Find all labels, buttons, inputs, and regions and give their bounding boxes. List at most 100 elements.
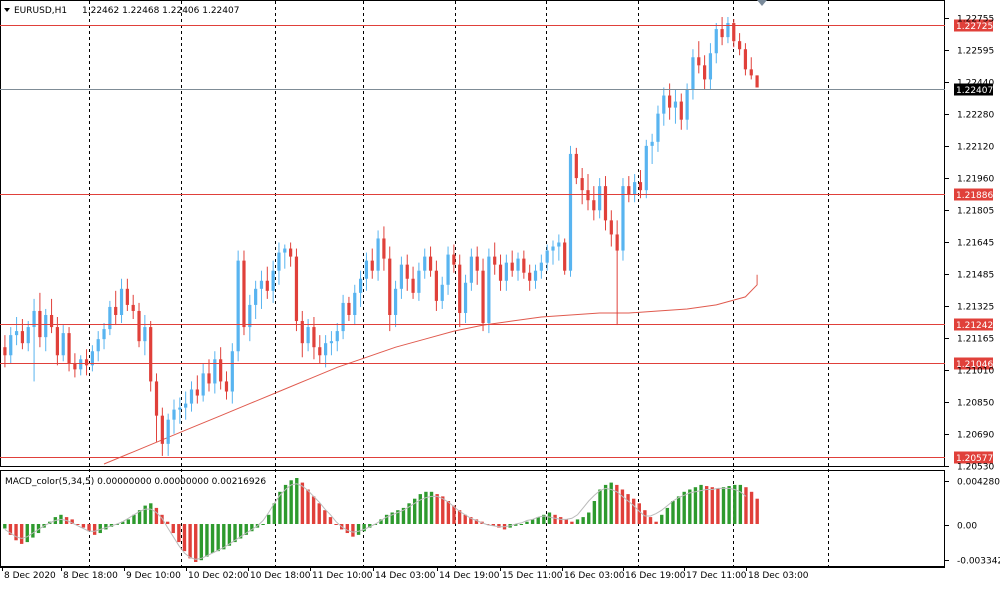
macd-bar: [250, 524, 254, 532]
candle-body: [300, 321, 304, 344]
candle-body: [551, 246, 555, 251]
candle-body: [481, 270, 485, 324]
candle: [586, 174, 590, 211]
macd-bar: [233, 524, 237, 543]
macd-tick-label: 0.0042807: [957, 478, 1000, 488]
candle: [271, 260, 275, 303]
candle: [358, 270, 363, 307]
candle-body: [306, 327, 310, 344]
price-tick-label: 1.21325: [957, 303, 994, 313]
level-label-bg: [954, 188, 993, 201]
symbol-header[interactable]: EURUSD,H1 1.22462 1.22468 1.22406 1.2240…: [4, 6, 239, 16]
candle-body: [90, 351, 94, 366]
candle: [90, 345, 94, 372]
candle: [84, 349, 89, 376]
horizontal-levels[interactable]: 1.22725 1.21886 1.21242 1.21046 1.20577 1.224…: [0, 19, 993, 465]
chart-shift-marker-icon[interactable]: [757, 0, 767, 6]
macd-histogram: 0.0042807 0.00 -0.003342: [3, 478, 1000, 567]
candle-body: [254, 288, 258, 305]
macd-bar: [267, 514, 271, 524]
candle: [172, 399, 176, 434]
macd-bar: [749, 491, 754, 524]
candle: [673, 89, 678, 124]
candle-body: [405, 264, 409, 279]
candle: [411, 266, 415, 299]
candle: [545, 244, 549, 271]
candle-body: [557, 242, 561, 247]
candle-body: [720, 29, 724, 38]
candle-body: [108, 306, 112, 330]
macd-bar: [721, 487, 726, 524]
candle: [516, 252, 520, 281]
candle-body: [370, 260, 374, 271]
macd-bar: [446, 501, 451, 524]
candle-body: [20, 331, 25, 344]
candle: [469, 248, 473, 291]
candle: [184, 391, 188, 420]
macd-bar: [87, 524, 91, 532]
candle-body: [207, 373, 211, 384]
candle: [73, 353, 77, 378]
candle: [195, 375, 199, 404]
candle: [405, 254, 409, 291]
candle: [551, 240, 555, 265]
time-axis: 8 Dec 2020 8 Dec 18:00 9 Dec 10:00 10 Dec 0…: [2, 567, 809, 581]
macd-bar: [547, 512, 552, 524]
candle-body: [428, 256, 433, 271]
macd-bar: [76, 524, 80, 525]
price-tick-label: 1.21010: [957, 367, 994, 377]
candle: [248, 294, 252, 342]
candle-body: [656, 113, 660, 142]
macd-bar: [542, 514, 546, 524]
candle-body: [743, 49, 748, 70]
candle-body: [755, 75, 759, 88]
macd-bar: [165, 521, 170, 524]
candle-body: [749, 69, 753, 76]
price-tick-label: 1.22755: [957, 15, 994, 25]
candle: [376, 230, 380, 281]
candle-body: [446, 254, 450, 285]
macd-bar: [283, 484, 288, 524]
macd-bar: [491, 524, 495, 526]
candle-body: [195, 389, 199, 396]
macd-bar: [401, 507, 406, 524]
candle-body: [265, 280, 269, 291]
macd-bar: [469, 517, 473, 524]
candle-body: [335, 331, 339, 342]
candle-body: [603, 186, 608, 221]
price-tick-label: 1.21165: [957, 335, 994, 345]
candle: [300, 310, 304, 358]
candle-body: [574, 153, 578, 179]
candle: [487, 248, 491, 334]
candle-body: [382, 238, 386, 259]
candle-body: [125, 288, 129, 305]
candle-body: [627, 186, 631, 195]
macd-bar: [137, 510, 142, 524]
macd-bar: [530, 519, 535, 524]
macd-bar: [278, 491, 282, 524]
level-label: 1.21886: [956, 191, 993, 201]
macd-bar: [637, 503, 641, 524]
time-tick-label: 9 Dec 10:00: [126, 571, 181, 581]
dropdown-arrow-icon[interactable]: [4, 8, 10, 12]
candle-body: [149, 327, 153, 382]
candle: [96, 331, 100, 362]
candle: [603, 176, 608, 231]
candle-body: [294, 256, 299, 322]
candle-body: [615, 234, 619, 251]
candle-body: [318, 347, 322, 356]
macd-bar: [435, 494, 439, 524]
candle-body: [528, 272, 532, 281]
candle-body: [219, 359, 223, 382]
candle: [341, 294, 345, 340]
candle: [14, 317, 19, 346]
candle-body: [119, 288, 124, 315]
macd-bar: [519, 524, 524, 525]
candle-body: [67, 333, 71, 364]
candle: [26, 321, 30, 352]
macd-bar: [222, 524, 226, 550]
candle: [528, 264, 532, 291]
candle-body: [703, 65, 707, 80]
